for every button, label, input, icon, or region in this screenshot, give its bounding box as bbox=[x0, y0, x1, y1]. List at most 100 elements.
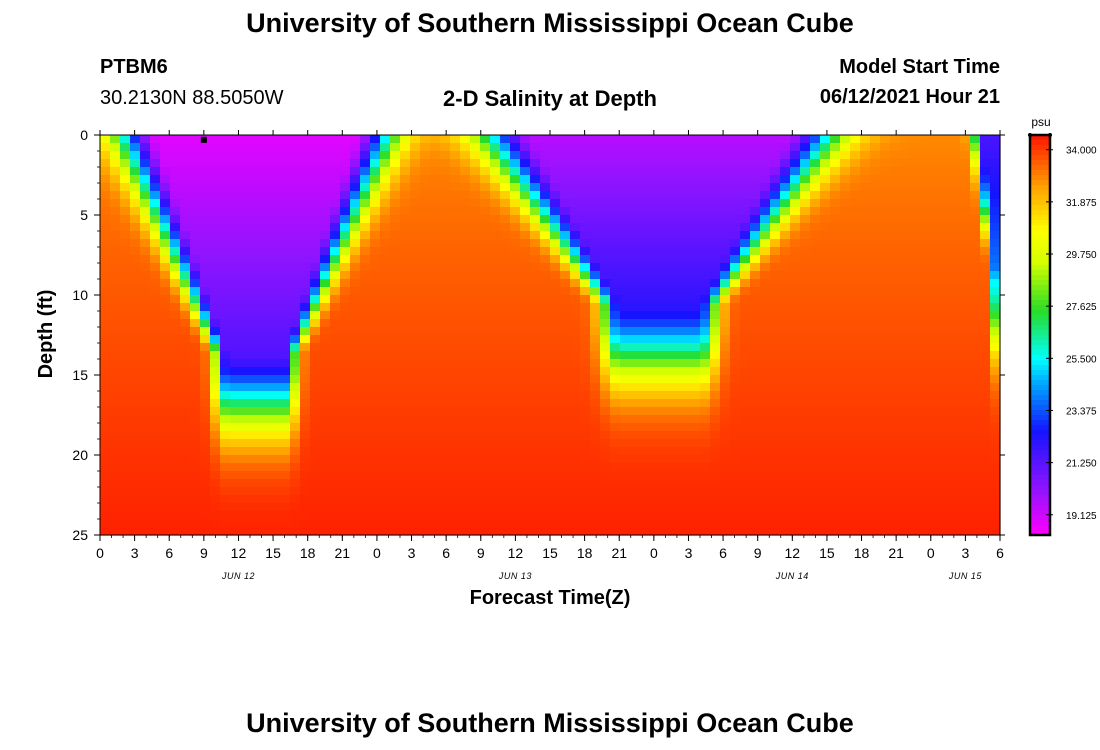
heatmap-cell bbox=[910, 511, 921, 520]
heatmap-cell bbox=[590, 455, 601, 464]
heatmap-cell bbox=[330, 175, 341, 184]
heatmap-cell bbox=[630, 311, 641, 320]
heatmap-cell bbox=[170, 439, 181, 448]
heatmap-cell bbox=[640, 519, 651, 528]
heatmap-cell bbox=[220, 471, 231, 480]
heatmap-cell bbox=[710, 175, 721, 184]
heatmap-cell bbox=[780, 351, 791, 360]
page-title-top: University of Southern Mississippi Ocean… bbox=[246, 8, 854, 38]
heatmap-cell bbox=[930, 159, 941, 168]
heatmap-cell bbox=[580, 215, 591, 224]
heatmap-cell bbox=[290, 527, 301, 536]
colorbar-swatch bbox=[1030, 205, 1050, 211]
heatmap-cell bbox=[270, 351, 281, 360]
heatmap-cell bbox=[410, 479, 421, 488]
heatmap-cell bbox=[240, 423, 251, 432]
heatmap-cell bbox=[180, 351, 191, 360]
heatmap-cell bbox=[380, 447, 391, 456]
heatmap-cell bbox=[240, 271, 251, 280]
heatmap-cell bbox=[680, 511, 691, 520]
heatmap-cell bbox=[160, 135, 171, 144]
heatmap-cell bbox=[930, 167, 941, 176]
heatmap-cell bbox=[470, 247, 481, 256]
heatmap-cell bbox=[890, 503, 901, 512]
heatmap-cell bbox=[210, 215, 221, 224]
heatmap-cell bbox=[920, 487, 931, 496]
colorbar-swatch bbox=[1030, 465, 1050, 471]
heatmap-cell bbox=[890, 295, 901, 304]
heatmap-cell bbox=[690, 479, 701, 488]
heatmap-cell bbox=[250, 167, 261, 176]
heatmap-cell bbox=[120, 407, 131, 416]
heatmap-cell bbox=[560, 367, 571, 376]
heatmap-cell bbox=[510, 279, 521, 288]
heatmap-cell bbox=[980, 495, 991, 504]
heatmap-cell bbox=[560, 479, 571, 488]
heatmap-cell bbox=[740, 151, 751, 160]
heatmap-cell bbox=[300, 255, 311, 264]
heatmap-cell bbox=[160, 447, 171, 456]
colorbar-swatch bbox=[1030, 430, 1050, 436]
heatmap-cell bbox=[510, 399, 521, 408]
heatmap-cell bbox=[390, 463, 401, 472]
heatmap-cell bbox=[540, 407, 551, 416]
heatmap-cell bbox=[530, 375, 541, 384]
heatmap-cell bbox=[840, 207, 851, 216]
heatmap-cell bbox=[640, 143, 651, 152]
heatmap-cell bbox=[250, 455, 261, 464]
heatmap-cell bbox=[740, 479, 751, 488]
heatmap-cell bbox=[700, 503, 711, 512]
heatmap-cell bbox=[450, 215, 461, 224]
heatmap-cell bbox=[860, 367, 871, 376]
heatmap-cell bbox=[710, 255, 721, 264]
heatmap-cell bbox=[100, 503, 111, 512]
heatmap-cell bbox=[730, 295, 741, 304]
heatmap-cell bbox=[570, 287, 581, 296]
heatmap-cell bbox=[920, 183, 931, 192]
heatmap-cell bbox=[630, 343, 641, 352]
heatmap-cell bbox=[930, 487, 941, 496]
heatmap-cell bbox=[170, 519, 181, 528]
colorbar-swatch bbox=[1030, 215, 1050, 221]
heatmap-cell bbox=[740, 487, 751, 496]
heatmap-cell bbox=[620, 143, 631, 152]
heatmap-cell bbox=[990, 439, 1001, 448]
heatmap-cell bbox=[690, 487, 701, 496]
heatmap-cell bbox=[990, 303, 1001, 312]
heatmap-cell bbox=[830, 175, 841, 184]
heatmap-cell bbox=[800, 183, 811, 192]
heatmap-cell bbox=[900, 447, 911, 456]
heatmap-cell bbox=[400, 335, 411, 344]
heatmap-cell bbox=[270, 391, 281, 400]
heatmap-cell bbox=[400, 399, 411, 408]
heatmap-cell bbox=[920, 447, 931, 456]
heatmap-cell bbox=[530, 359, 541, 368]
heatmap-cell bbox=[750, 295, 761, 304]
heatmap-cell bbox=[380, 135, 391, 144]
heatmap-cell bbox=[730, 279, 741, 288]
heatmap-cell bbox=[910, 279, 921, 288]
heatmap-cell bbox=[160, 287, 171, 296]
heatmap-cell bbox=[940, 351, 951, 360]
heatmap-cell bbox=[310, 311, 321, 320]
heatmap-cell bbox=[300, 247, 311, 256]
heatmap-cell bbox=[160, 527, 171, 536]
heatmap-cell bbox=[560, 303, 571, 312]
heatmap-cell bbox=[880, 399, 891, 408]
heatmap-cell bbox=[280, 407, 291, 416]
heatmap-cell bbox=[960, 495, 971, 504]
heatmap-cell bbox=[740, 423, 751, 432]
heatmap-cell bbox=[100, 287, 111, 296]
heatmap-cell bbox=[890, 343, 901, 352]
heatmap-cell bbox=[180, 431, 191, 440]
heatmap-cell bbox=[670, 423, 681, 432]
heatmap-cell bbox=[510, 327, 521, 336]
heatmap-cell bbox=[670, 231, 681, 240]
heatmap-cell bbox=[690, 471, 701, 480]
heatmap-cell bbox=[870, 391, 881, 400]
heatmap-cell bbox=[760, 223, 771, 232]
heatmap-cell bbox=[550, 303, 561, 312]
heatmap-cell bbox=[310, 263, 321, 272]
heatmap-cell bbox=[520, 167, 531, 176]
heatmap-cell bbox=[810, 503, 821, 512]
